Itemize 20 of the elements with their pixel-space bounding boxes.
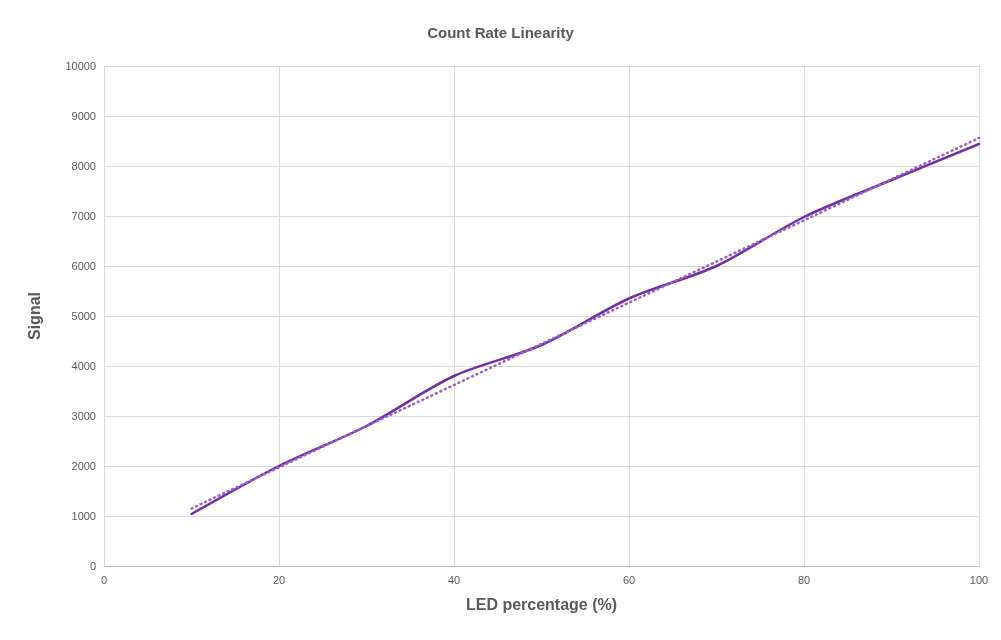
y-tick-label: 2000 xyxy=(71,460,96,472)
chart-title: Count Rate Linearity xyxy=(427,24,575,41)
y-tick-label: 3000 xyxy=(71,410,96,422)
y-tick-label: 1000 xyxy=(71,510,96,522)
y-axis-title: Signal xyxy=(25,291,43,341)
x-tick-label: 40 xyxy=(447,573,461,586)
y-tick-label: 9000 xyxy=(71,110,96,122)
y-tick-label: 5000 xyxy=(71,310,96,322)
x-tick-label: 80 xyxy=(797,573,811,586)
y-tick-label: 8000 xyxy=(71,160,96,172)
x-tick-label: 100 xyxy=(969,573,989,586)
x-tick-label: 0 xyxy=(100,573,108,586)
y-tick-label: 10000 xyxy=(65,60,96,72)
x-axis-title: LED percentage (%) xyxy=(465,595,618,613)
x-tick-label: 20 xyxy=(272,573,286,586)
x-tick-label: 60 xyxy=(622,573,636,586)
y-tick-label: 4000 xyxy=(71,360,96,372)
y-tick-label: 0 xyxy=(89,560,96,572)
y-tick-label: 6000 xyxy=(71,260,96,272)
y-tick-label: 7000 xyxy=(71,210,96,222)
